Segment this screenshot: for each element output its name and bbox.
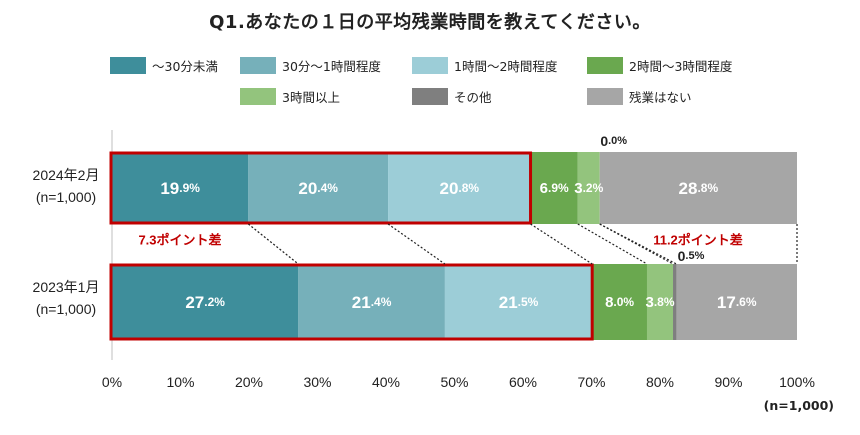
legend-swatch <box>240 87 276 105</box>
data-label: 0.0% <box>600 133 627 149</box>
legend-item: 30分～1時間程度 <box>240 56 381 74</box>
legend-swatch <box>110 56 146 74</box>
x-tick-label: 0% <box>102 374 122 390</box>
legend-item: その他 <box>412 87 492 105</box>
legend-item: ～30分未満 <box>110 56 218 74</box>
x-tick-label: 40% <box>372 374 400 390</box>
x-tick-label: 10% <box>166 374 194 390</box>
data-label: 8.0% <box>605 294 634 311</box>
legend-item: 残業はない <box>587 87 692 105</box>
legend-swatch <box>412 87 448 105</box>
bar-segment <box>577 152 600 224</box>
legend-label: ～30分未満 <box>152 58 218 74</box>
bar-segment <box>248 152 389 224</box>
bar-segment <box>112 264 299 340</box>
legend-label: 30分～1時間程度 <box>282 58 381 74</box>
data-label: 21.4% <box>352 293 392 312</box>
data-label: 28.8% <box>679 179 719 198</box>
legend-label: 残業はない <box>629 89 692 105</box>
legend-item: 2時間～3時間程度 <box>587 56 732 74</box>
legend-swatch <box>412 56 448 74</box>
legend-swatch <box>240 56 276 74</box>
x-tick-label: 30% <box>303 374 331 390</box>
bar-segment <box>530 152 578 224</box>
bar-segment <box>599 152 797 224</box>
data-label: 20.8% <box>439 179 479 198</box>
category-label: 2024年2月(n=1,000) <box>33 167 100 205</box>
data-label: 17.6% <box>717 293 757 312</box>
bar-segment <box>298 264 445 340</box>
legend-item: 1時間～2時間程度 <box>412 56 557 74</box>
x-tick-label: 90% <box>714 374 742 390</box>
annotation-label: 7.3ポイント差 <box>138 233 221 248</box>
legend-swatch <box>587 56 623 74</box>
sample-size-note: (n=1,000) <box>763 398 834 413</box>
data-label: 0.5% <box>678 248 705 264</box>
connector-line <box>599 223 677 265</box>
connector-line <box>247 223 299 265</box>
x-tick-label: 60% <box>509 374 537 390</box>
connector-line <box>530 223 593 265</box>
x-tick-label: 100% <box>779 374 815 390</box>
bar-segment <box>592 264 647 340</box>
legend-label: その他 <box>454 89 492 105</box>
annotation-label: 11.2ポイント差 <box>653 233 743 248</box>
data-label: 21.5% <box>499 293 539 312</box>
data-label: 3.2% <box>574 180 603 197</box>
x-tick-label: 50% <box>440 374 468 390</box>
category-label: 2023年1月(n=1,000) <box>33 279 100 317</box>
data-label: 27.2% <box>185 293 225 312</box>
data-label: 3.8% <box>645 294 674 311</box>
bar-segment <box>646 264 674 340</box>
highlight-box <box>109 151 533 225</box>
x-tick-label: 20% <box>235 374 263 390</box>
legend-label: 2時間～3時間程度 <box>629 58 733 74</box>
bar-segment <box>388 152 531 224</box>
bar-segment <box>673 264 677 340</box>
legend-label: 1時間～2時間程度 <box>454 58 558 74</box>
legend-swatch <box>587 87 623 105</box>
bar-segment <box>112 152 249 224</box>
data-label: 20.4% <box>298 179 338 198</box>
data-label: 6.9% <box>540 180 569 197</box>
x-tick-label: 70% <box>577 374 605 390</box>
chart-title: Q1.あなたの１日の平均残業時間を教えてください。 <box>209 12 651 33</box>
connector-line <box>387 223 446 265</box>
x-tick-label: 80% <box>646 374 674 390</box>
legend-item: 3時間以上 <box>240 87 340 105</box>
bar-segment <box>444 264 593 340</box>
connector-line <box>577 223 648 265</box>
data-label: 19.9% <box>160 179 200 198</box>
highlight-box <box>109 263 594 341</box>
legend-label: 3時間以上 <box>282 89 340 105</box>
bar-segment <box>676 264 797 340</box>
